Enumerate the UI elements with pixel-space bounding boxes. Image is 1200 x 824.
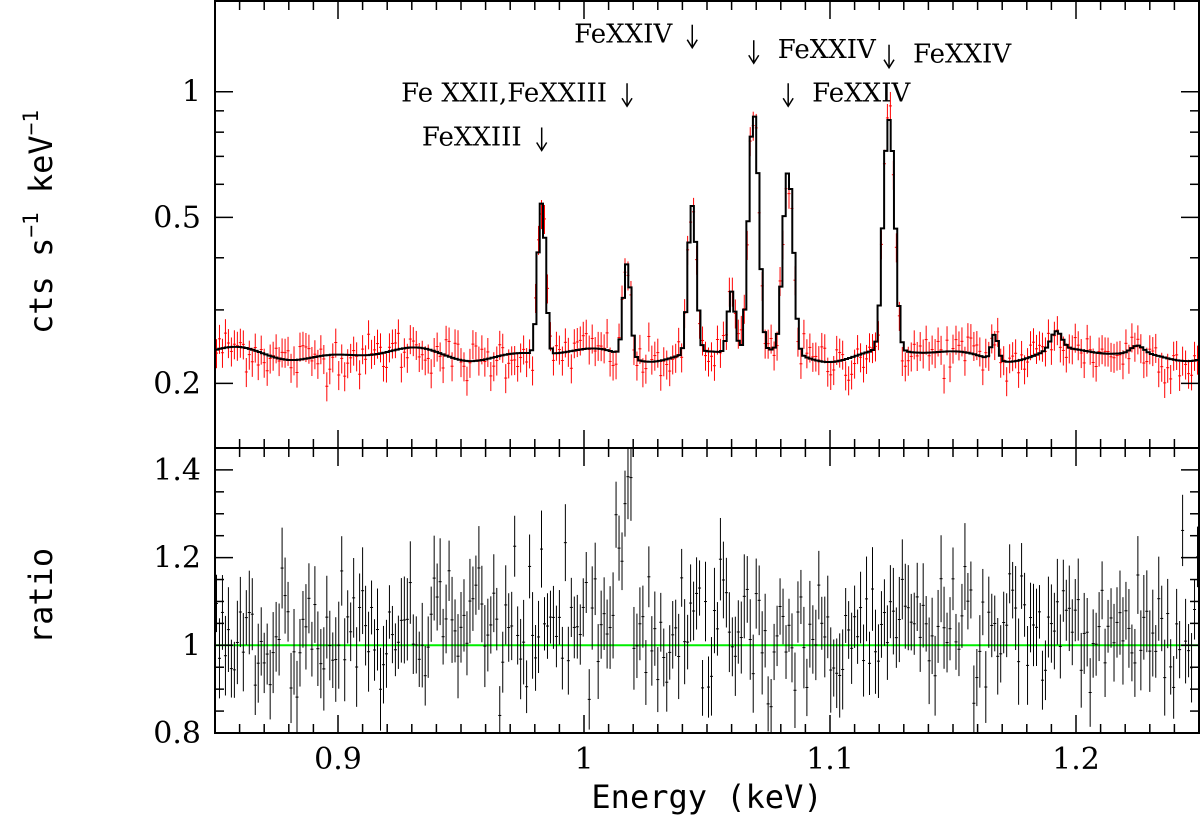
y-tick-label-bottom: 1.4 [153,453,201,488]
annotation-5: FeXXIV [883,40,1012,70]
y-tick-label-bottom: 1 [182,628,201,663]
annotation-label: FeXXIV [778,35,877,65]
y-tick-label-top: 0.5 [153,200,201,235]
annotation-label: FeXXIII [422,122,522,152]
x-tick-label: 0.9 [314,742,362,777]
annotation-label: FeXXIV [812,78,911,108]
annotation-4: FeXXIV [782,78,911,108]
bottom-panel: 0.9 1 1.1 1.2 0.8 1 1.2 1.4 [153,447,1200,777]
y-axis-label-counts: cts s−1 keV−1 [19,110,60,334]
annotation-arrow-head [883,59,895,70]
annotation-1: Fe XXII,FeXXIII [401,78,633,108]
axis-titles: Energy (keV) ratio cts s−1 keV−1 [19,110,823,816]
y-tick-label-top: 1 [182,75,201,110]
model-line [215,115,1199,364]
y-tick-label-bottom: 0.8 [153,716,201,751]
y-axis-label-ratio: ratio [22,548,60,644]
y-tick-label-bottom: 1.2 [153,541,201,576]
ratio-points [214,448,1200,733]
annotation-0: FeXXIII [422,122,548,152]
x-tick-label: 1.2 [1052,742,1100,777]
annotation-arrow-head [621,97,633,108]
top-frame [214,0,1200,449]
annotation-arrow-head [748,54,760,65]
annotation-3: FeXXIV [748,35,877,65]
annotation-arrow-head [686,39,698,50]
y-tick-label-top: 0.2 [153,366,201,401]
annotation-label: FeXXIV [574,20,673,50]
annotation-arrow-head [782,97,794,108]
annotation-arrow-head [536,142,548,152]
annotation-label: Fe XXII,FeXXIII [401,78,607,108]
x-tick-label: 1.1 [806,742,854,777]
annotation-label: FeXXIV [913,40,1012,70]
annotation-2: FeXXIV [574,20,698,50]
x-axis-label: Energy (keV) [591,778,822,816]
x-tick-label: 1 [574,742,593,777]
